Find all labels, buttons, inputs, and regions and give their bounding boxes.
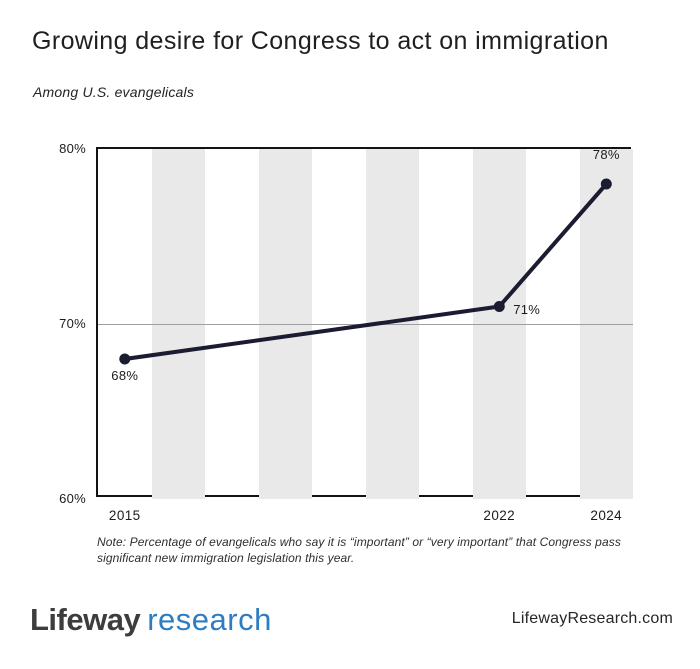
lifeway-research-logo: Lifeway research — [30, 602, 272, 638]
y-axis-tick-60: 60% — [59, 491, 86, 506]
plot-inner: 68% 71% 78% — [98, 149, 633, 499]
note-text: Note: Percentage of evangelicals who say… — [97, 535, 621, 565]
data-point-2015 — [119, 353, 131, 365]
y-axis-tick-70: 70% — [59, 316, 86, 331]
logo-research-text: research — [147, 602, 272, 637]
trend-line — [122, 182, 609, 361]
y-axis-tick-80: 80% — [59, 141, 86, 156]
page-title: Growing desire for Congress to act on im… — [32, 27, 609, 55]
data-point-2022 — [493, 301, 505, 312]
data-point-2024 — [600, 178, 612, 190]
data-point-label-2024: 78% — [592, 149, 620, 162]
page-subtitle: Among U.S. evangelicals — [33, 84, 195, 100]
plot-area: 68% 71% 78% — [96, 147, 633, 499]
x-axis-tick-2024: 2024 — [590, 508, 623, 523]
x-axis-tick-2022: 2022 — [483, 508, 516, 523]
data-point-label-2015: 68% — [111, 368, 139, 383]
x-axis-tick-2015: 2015 — [108, 508, 141, 523]
trend-line-chart — [119, 178, 612, 365]
data-point-label-2022: 71% — [513, 301, 541, 317]
footer-website-url: LifewayResearch.com — [511, 610, 673, 627]
logo-lifeway-text: Lifeway — [30, 602, 141, 637]
